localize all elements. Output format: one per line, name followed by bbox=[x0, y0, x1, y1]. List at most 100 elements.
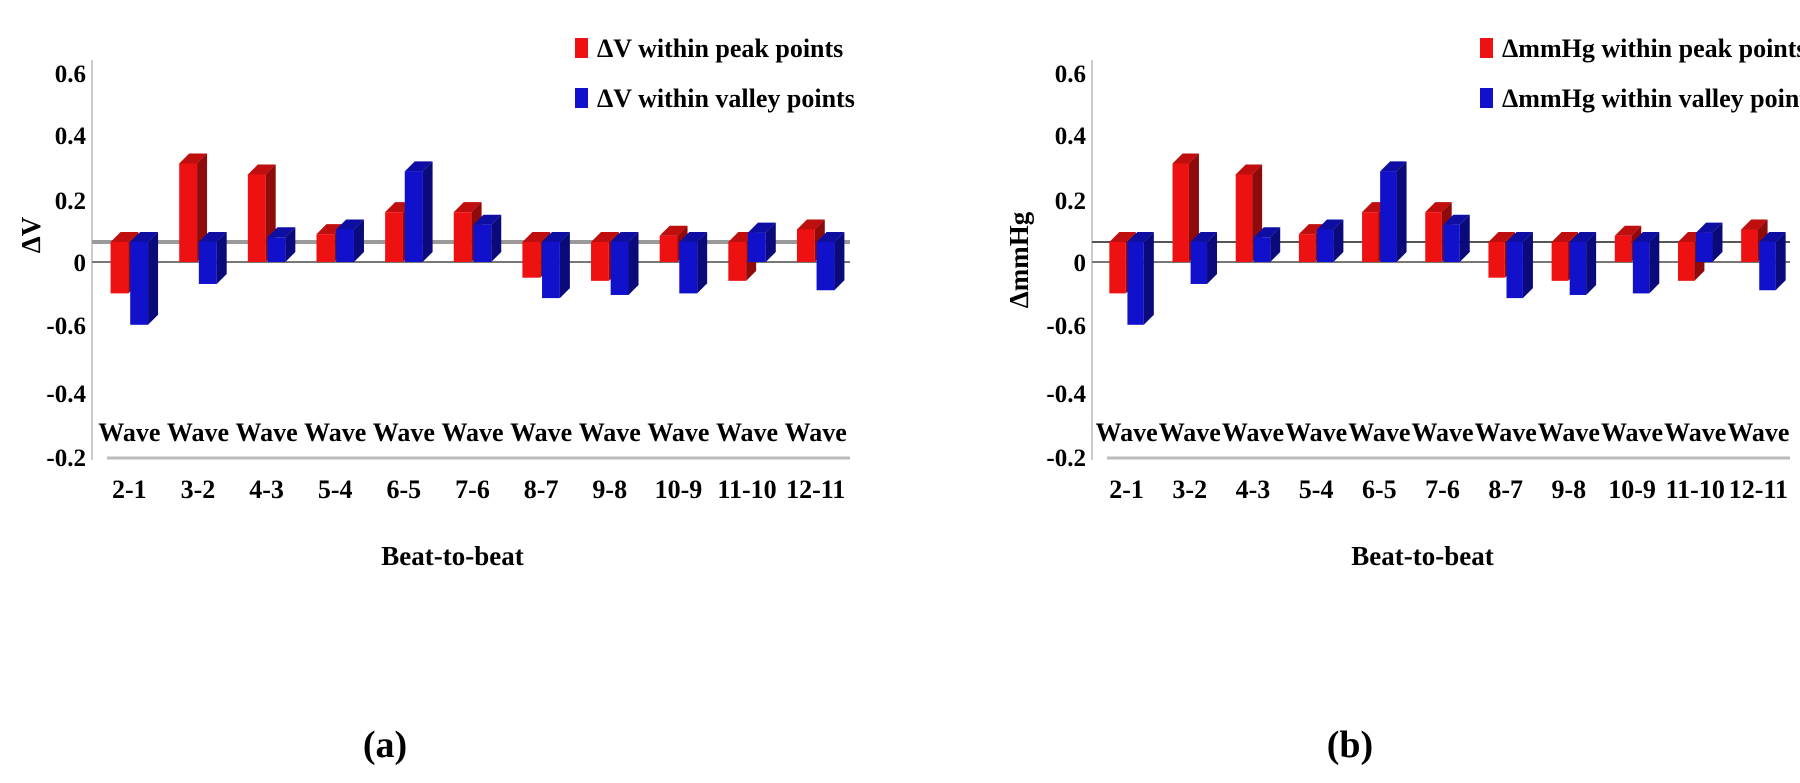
x-tick-label: 2-1 bbox=[112, 475, 147, 504]
bar-side bbox=[1522, 232, 1533, 299]
x-tick-label: 7-6 bbox=[455, 475, 490, 504]
y-tick-label: -0.4 bbox=[1046, 381, 1086, 408]
y-axis-label: ΔmmHg bbox=[1004, 211, 1034, 308]
bar-peak bbox=[1677, 242, 1695, 281]
x-tick-label-top: Wave bbox=[373, 418, 435, 447]
x-tick-label: 12-11 bbox=[786, 475, 845, 504]
legend-swatch bbox=[1480, 88, 1493, 108]
bar-top bbox=[1741, 219, 1768, 230]
bar-side bbox=[765, 222, 776, 262]
chart-panel-b: 0.6 0.4 0.2 0 -0.6 -0.4 -0.2 ΔmmHg Wave 2-1 Wave 3-… bbox=[1004, 34, 1800, 766]
y-tick-label: -0.4 bbox=[46, 381, 86, 408]
bar-side bbox=[1270, 227, 1281, 262]
bar-top bbox=[1696, 222, 1723, 233]
bar-valley bbox=[747, 232, 766, 262]
bar-valley bbox=[1380, 171, 1397, 262]
bar-top bbox=[679, 232, 708, 242]
bar-valley bbox=[1253, 237, 1271, 262]
bar-peak bbox=[1362, 212, 1379, 262]
bar-peak bbox=[1298, 234, 1316, 262]
bar-side bbox=[1649, 232, 1660, 294]
panel-label: (b) bbox=[1327, 724, 1373, 766]
bar-side bbox=[1188, 153, 1199, 262]
bar-top bbox=[1253, 227, 1281, 238]
bar-valley bbox=[1190, 242, 1208, 284]
bar-top bbox=[110, 232, 139, 242]
y-tick-label: 0.4 bbox=[1055, 123, 1087, 150]
bar-valley bbox=[816, 242, 835, 291]
bar-top bbox=[404, 161, 433, 172]
bar-peak bbox=[1614, 235, 1632, 262]
bar-top bbox=[453, 202, 482, 213]
x-tick-label-top: Wave bbox=[1348, 418, 1410, 447]
bar-side bbox=[559, 232, 570, 299]
legend-swatch bbox=[575, 88, 588, 108]
bar-top bbox=[179, 153, 208, 164]
bar-top bbox=[1298, 224, 1326, 235]
x-tick-label: 6-5 bbox=[387, 475, 422, 504]
bar-top bbox=[1380, 161, 1407, 172]
bar-top bbox=[522, 232, 551, 242]
bar-side bbox=[1586, 232, 1597, 295]
x-tick-label: 9-8 bbox=[592, 475, 627, 504]
chart-panel-a: 0.6 0.4 0.2 0 -0.6 -0.4 -0.2 ΔV Wave 2-1 Wave 3-2 Wa… bbox=[16, 34, 855, 766]
bar-valley bbox=[679, 242, 698, 294]
bar-valley bbox=[336, 229, 354, 262]
bar-peak bbox=[110, 242, 129, 294]
y-tick-label: 0.2 bbox=[1055, 188, 1086, 215]
bar-valley bbox=[610, 242, 629, 295]
x-tick-label: 6-5 bbox=[1362, 475, 1397, 504]
x-tick-label-top: Wave bbox=[1727, 418, 1789, 447]
bar-peak bbox=[385, 212, 403, 262]
bar-top bbox=[796, 219, 825, 230]
x-tick-label: 9-8 bbox=[1552, 475, 1587, 504]
x-tick-label-top: Wave bbox=[716, 418, 778, 447]
bar-side bbox=[628, 232, 639, 295]
bar-valley bbox=[198, 242, 217, 284]
bar-top bbox=[1316, 219, 1344, 230]
y-tick-label: 0.4 bbox=[55, 123, 87, 150]
bar-top bbox=[198, 232, 227, 242]
bar-side bbox=[422, 161, 433, 262]
bar-top bbox=[1759, 232, 1786, 242]
bar-valley bbox=[1127, 242, 1144, 325]
x-tick-label-top: Wave bbox=[1601, 418, 1663, 447]
bar-side bbox=[148, 232, 159, 325]
bar-top bbox=[1235, 164, 1263, 175]
bar-peak bbox=[591, 242, 609, 281]
bar-side bbox=[834, 232, 845, 291]
bar-valley bbox=[1759, 242, 1776, 291]
bar-valley bbox=[404, 171, 423, 262]
y-tick-label: 0.6 bbox=[1055, 61, 1086, 88]
x-tick-label: 3-2 bbox=[181, 475, 216, 504]
legend-label: ΔV within peak points bbox=[597, 34, 843, 63]
bar-top bbox=[247, 164, 276, 175]
bar-top bbox=[1569, 232, 1597, 242]
bar-peak bbox=[659, 235, 678, 262]
x-tick-label: 10-9 bbox=[655, 475, 703, 504]
bar-side bbox=[216, 232, 227, 284]
bar-side bbox=[697, 232, 708, 294]
bar-peak bbox=[796, 229, 815, 262]
x-tick-label: 4-3 bbox=[1236, 475, 1271, 504]
x-tick-label-top: Wave bbox=[236, 418, 298, 447]
bar-peak bbox=[1488, 242, 1505, 278]
y-tick-label: -0.2 bbox=[46, 445, 86, 472]
bar-peak bbox=[1551, 242, 1569, 281]
bar-peak bbox=[1109, 242, 1126, 294]
bar-valley bbox=[1632, 242, 1650, 294]
bar-top bbox=[336, 219, 364, 230]
x-tick-label: 11-10 bbox=[1666, 475, 1725, 504]
bar-top bbox=[1632, 232, 1660, 242]
x-tick-label-top: Wave bbox=[98, 418, 160, 447]
bar-top bbox=[610, 232, 639, 242]
x-tick-label: 11-10 bbox=[717, 475, 776, 504]
bar-top bbox=[591, 232, 619, 242]
x-tick-label-top: Wave bbox=[1664, 418, 1726, 447]
x-tick-label-top: Wave bbox=[1538, 418, 1600, 447]
bar-side bbox=[1333, 219, 1344, 262]
bar-top bbox=[1172, 153, 1199, 164]
x-tick-label-top: Wave bbox=[1159, 418, 1221, 447]
bar-top bbox=[1443, 214, 1470, 225]
bar-top bbox=[1551, 232, 1579, 242]
